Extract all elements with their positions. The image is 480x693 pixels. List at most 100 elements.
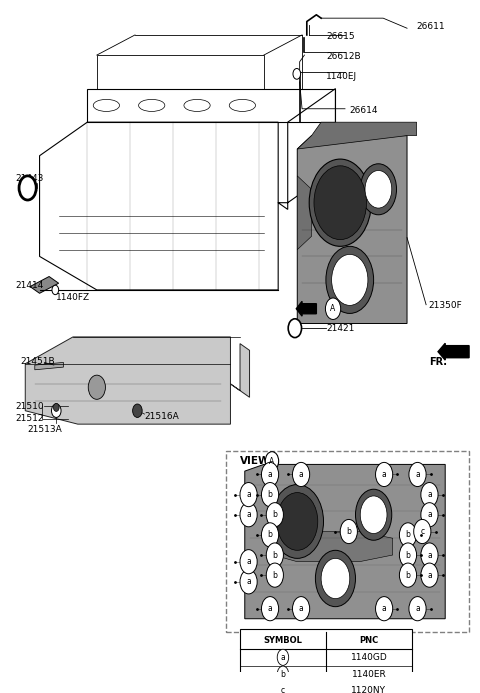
Circle shape — [288, 319, 301, 337]
Text: PNC: PNC — [359, 635, 378, 644]
Text: a: a — [427, 490, 432, 499]
Circle shape — [262, 462, 279, 486]
Polygon shape — [35, 362, 63, 370]
Circle shape — [321, 559, 350, 599]
Text: b: b — [272, 570, 277, 579]
Circle shape — [262, 597, 279, 621]
Circle shape — [360, 164, 396, 215]
Text: a: a — [246, 557, 251, 566]
Bar — [240, 629, 412, 693]
Text: A: A — [269, 457, 275, 466]
Circle shape — [421, 482, 438, 507]
Circle shape — [293, 69, 300, 79]
Circle shape — [414, 520, 431, 543]
Text: VIEW: VIEW — [240, 456, 271, 466]
Text: 21443: 21443 — [16, 174, 44, 183]
Text: 1140GD: 1140GD — [350, 653, 387, 662]
Text: a: a — [268, 470, 273, 479]
Text: b: b — [272, 550, 277, 559]
Polygon shape — [297, 136, 407, 324]
Text: a: a — [268, 604, 273, 613]
Text: 21421: 21421 — [326, 324, 354, 333]
Text: 1140ER: 1140ER — [351, 669, 386, 678]
Text: a: a — [427, 510, 432, 519]
Circle shape — [375, 597, 393, 621]
Text: 26612B: 26612B — [326, 52, 360, 61]
Circle shape — [409, 597, 426, 621]
Circle shape — [265, 452, 279, 471]
Circle shape — [399, 543, 417, 567]
Text: a: a — [246, 577, 251, 586]
Polygon shape — [297, 176, 312, 249]
Text: a: a — [281, 653, 285, 662]
Text: 21513A: 21513A — [28, 425, 62, 434]
Text: b: b — [406, 530, 410, 539]
Text: 26615: 26615 — [326, 32, 355, 41]
Circle shape — [277, 649, 288, 665]
Circle shape — [332, 254, 368, 306]
Text: b: b — [268, 490, 273, 499]
Text: 21510: 21510 — [16, 401, 44, 410]
Text: b: b — [268, 530, 273, 539]
Circle shape — [421, 563, 438, 587]
Polygon shape — [30, 277, 59, 293]
Circle shape — [240, 482, 257, 507]
Circle shape — [314, 166, 366, 240]
Text: 21451B: 21451B — [21, 357, 55, 366]
Circle shape — [240, 550, 257, 574]
Circle shape — [356, 489, 392, 541]
Text: 21350F: 21350F — [429, 301, 462, 310]
Circle shape — [421, 502, 438, 527]
Circle shape — [309, 159, 371, 246]
Circle shape — [262, 523, 279, 547]
Circle shape — [19, 176, 36, 200]
Circle shape — [315, 550, 356, 606]
Text: 21512: 21512 — [16, 414, 44, 423]
Text: b: b — [280, 669, 286, 678]
Text: a: a — [246, 510, 251, 519]
Text: 1140FZ: 1140FZ — [56, 294, 90, 302]
Text: a: a — [427, 570, 432, 579]
Circle shape — [277, 493, 318, 550]
Circle shape — [266, 502, 283, 527]
Text: a: a — [415, 470, 420, 479]
FancyArrow shape — [296, 301, 316, 316]
Text: c: c — [420, 527, 424, 536]
Circle shape — [271, 484, 324, 559]
Text: 21516A: 21516A — [144, 412, 180, 421]
Text: c: c — [281, 686, 285, 693]
Polygon shape — [297, 122, 417, 149]
Circle shape — [365, 170, 392, 208]
Polygon shape — [25, 337, 250, 424]
Text: 26611: 26611 — [417, 21, 445, 30]
Circle shape — [292, 462, 310, 486]
Circle shape — [88, 375, 106, 399]
Text: a: a — [382, 470, 386, 479]
Text: b: b — [347, 527, 351, 536]
Circle shape — [51, 404, 61, 417]
Circle shape — [266, 543, 283, 567]
Text: a: a — [246, 490, 251, 499]
Text: 1120NY: 1120NY — [351, 686, 386, 693]
Text: SYMBOL: SYMBOL — [264, 635, 302, 644]
Text: b: b — [406, 550, 410, 559]
Circle shape — [409, 462, 426, 486]
Text: a: a — [415, 604, 420, 613]
Circle shape — [399, 523, 417, 547]
Text: a: a — [382, 604, 386, 613]
Text: a: a — [299, 604, 303, 613]
Text: A: A — [330, 304, 336, 313]
Text: 1140EJ: 1140EJ — [326, 72, 357, 81]
Circle shape — [240, 570, 257, 594]
Text: a: a — [427, 550, 432, 559]
Text: FR.: FR. — [429, 357, 447, 367]
Circle shape — [266, 563, 283, 587]
Circle shape — [52, 286, 59, 295]
Circle shape — [421, 543, 438, 567]
Circle shape — [277, 683, 288, 693]
Text: a: a — [299, 470, 303, 479]
Circle shape — [277, 666, 288, 682]
Circle shape — [399, 563, 417, 587]
Text: 21414: 21414 — [16, 281, 44, 290]
Circle shape — [292, 597, 310, 621]
